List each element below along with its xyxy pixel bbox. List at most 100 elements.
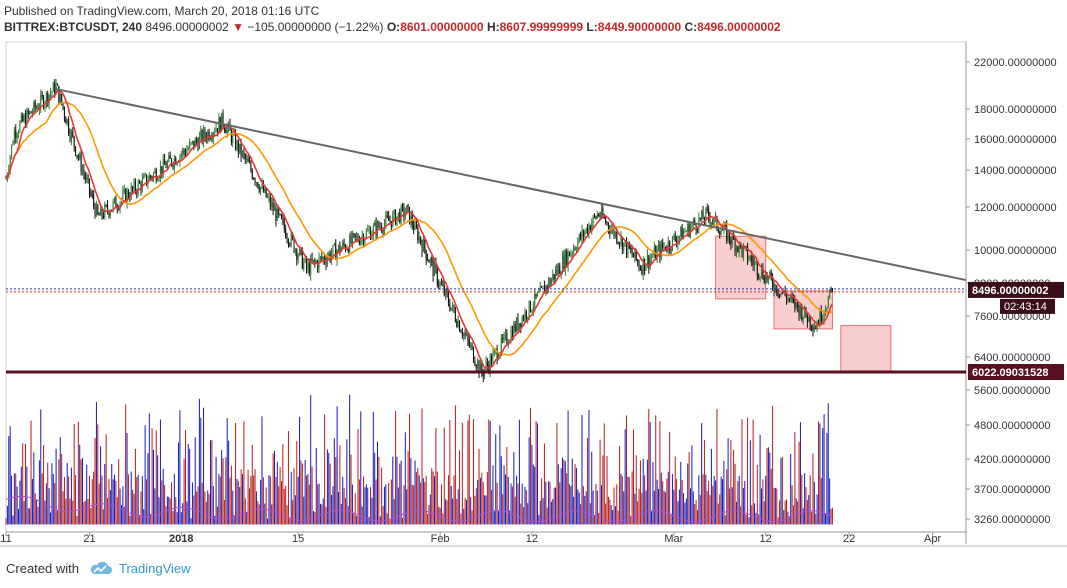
volume-bar bbox=[631, 471, 633, 525]
volume-bar bbox=[248, 488, 250, 525]
volume-bar bbox=[146, 479, 148, 525]
volume-bar bbox=[557, 464, 559, 525]
candle-body bbox=[671, 236, 673, 250]
volume-bar bbox=[144, 425, 146, 525]
volume-bar bbox=[731, 487, 733, 525]
volume-bar bbox=[671, 474, 673, 525]
volume-bar bbox=[446, 500, 448, 525]
candle-body bbox=[237, 141, 239, 153]
candle-body bbox=[240, 143, 242, 157]
candle-body bbox=[674, 235, 676, 241]
candle-body bbox=[24, 115, 26, 127]
candle-body bbox=[676, 240, 678, 245]
candle-body bbox=[780, 292, 782, 296]
candle-body bbox=[73, 136, 75, 147]
volume-bar bbox=[420, 482, 422, 525]
candle-body bbox=[244, 154, 246, 160]
volume-bar bbox=[176, 512, 178, 525]
volume-bar bbox=[111, 463, 113, 525]
candle-body bbox=[175, 158, 177, 165]
volume-bar bbox=[603, 423, 605, 525]
candle-body bbox=[88, 178, 90, 193]
volume-bar bbox=[11, 475, 13, 525]
volume-bar bbox=[488, 419, 490, 525]
candle-body bbox=[452, 304, 454, 308]
candle-body bbox=[408, 206, 410, 224]
volume-bar bbox=[599, 439, 601, 525]
volume-bar bbox=[152, 449, 154, 525]
volume-bar bbox=[77, 421, 79, 525]
volume-bar bbox=[317, 484, 319, 525]
candle-body bbox=[204, 129, 206, 137]
volume-bar bbox=[200, 417, 202, 525]
time-tick-label: 21 bbox=[83, 533, 95, 545]
candle-body bbox=[445, 289, 447, 295]
candle-body bbox=[795, 302, 797, 308]
volume-bar bbox=[720, 476, 722, 525]
volume-bar bbox=[806, 500, 808, 525]
volume-bar bbox=[440, 484, 442, 525]
volume-bar bbox=[463, 508, 465, 525]
candle-body bbox=[400, 206, 402, 223]
candle-body bbox=[432, 259, 434, 276]
volume-bar bbox=[794, 432, 796, 525]
volume-bar bbox=[40, 409, 42, 525]
candle-body bbox=[542, 286, 544, 288]
candle-body bbox=[239, 143, 241, 153]
volume-bar bbox=[332, 486, 334, 525]
volume-bar bbox=[779, 500, 781, 525]
candle-body bbox=[762, 267, 764, 279]
volume-bar bbox=[646, 459, 648, 525]
candle-body bbox=[146, 174, 148, 184]
volume-bar bbox=[292, 500, 294, 525]
volume-bar bbox=[644, 475, 646, 525]
volume-bar bbox=[232, 490, 234, 525]
volume-bar bbox=[402, 517, 404, 525]
volume-bar bbox=[329, 463, 331, 525]
candle-body bbox=[201, 130, 203, 143]
candle-body bbox=[267, 197, 269, 199]
candle-body bbox=[90, 192, 92, 195]
candle-body bbox=[214, 132, 216, 134]
volume-bar bbox=[307, 474, 309, 525]
candle-body bbox=[75, 146, 77, 156]
candle-body bbox=[534, 293, 536, 307]
time-tick-label: Feb bbox=[431, 533, 450, 545]
candle-body bbox=[406, 205, 408, 213]
candle-body bbox=[367, 230, 369, 232]
candle-body bbox=[570, 252, 572, 257]
candle-body bbox=[582, 230, 584, 236]
tradingview-logo[interactable]: TradingView bbox=[89, 561, 191, 576]
price-tick-label: 10000.00000000 bbox=[974, 245, 1057, 257]
volume-bar bbox=[556, 422, 558, 525]
volume-bar bbox=[461, 422, 463, 525]
volume-bar bbox=[614, 506, 616, 525]
volume-bar bbox=[742, 488, 744, 525]
candle-body bbox=[581, 230, 583, 239]
candle-body bbox=[264, 187, 266, 192]
candle-body bbox=[751, 256, 753, 261]
volume-bar bbox=[528, 437, 530, 525]
candle-body bbox=[159, 166, 161, 177]
candle-body bbox=[31, 112, 33, 114]
volume-bar bbox=[517, 483, 519, 525]
price-tick-label: 22000.00000000 bbox=[974, 57, 1057, 69]
candle-body bbox=[588, 225, 590, 234]
candle-body bbox=[532, 306, 534, 311]
volume-bar bbox=[798, 442, 800, 525]
volume-bar bbox=[372, 411, 374, 525]
candle-body bbox=[616, 231, 618, 243]
volume-bar bbox=[548, 481, 550, 525]
volume-bar bbox=[475, 488, 477, 525]
volume-bar bbox=[381, 467, 383, 525]
volume-bar bbox=[187, 444, 189, 525]
candle-body bbox=[424, 239, 426, 250]
volume-bar bbox=[812, 453, 814, 525]
volume-bar bbox=[690, 488, 692, 525]
candle-body bbox=[830, 289, 832, 291]
volume-bar bbox=[118, 459, 120, 525]
candle-body bbox=[91, 194, 93, 196]
candle-body bbox=[403, 206, 405, 217]
